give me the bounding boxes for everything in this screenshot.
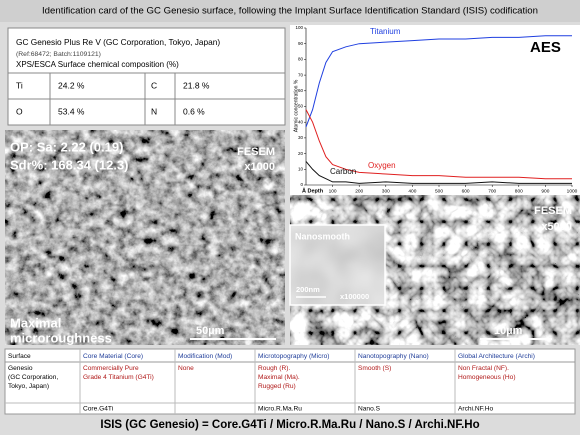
- magnification: x1000: [244, 161, 275, 173]
- y-tick-label: 70: [298, 72, 304, 77]
- inset-scale: 200nm: [296, 285, 320, 294]
- y-tick-label: 40: [298, 119, 304, 124]
- element: Ti: [16, 80, 23, 90]
- inset-frame: [289, 224, 386, 306]
- roughness-label: microroughness: [10, 330, 112, 345]
- y-tick-label: 20: [298, 151, 304, 156]
- reference: (Ref:68472; Batch:1109121): [16, 51, 101, 58]
- magnification: x5000: [541, 221, 572, 233]
- x-tick-label: 300: [382, 188, 390, 194]
- sem-low-panel: OP: Sa: 2.22 (0.19) Sdr%: 168.34 (12.3) …: [5, 130, 285, 345]
- sem-image: [5, 130, 285, 345]
- x-tick-label: 700: [488, 188, 496, 194]
- code-cell: Archi.NF.Ho: [458, 405, 494, 412]
- aes-title: AES: [530, 39, 561, 56]
- composition-value: 0.6 %: [183, 106, 205, 116]
- series-line: [305, 161, 572, 184]
- method: XPS/ESCA Surface chemical composition (%…: [16, 60, 179, 69]
- x-tick-label: 800: [515, 188, 523, 194]
- isis-formula: ISIS (GC Genesio) = Core.G4Ti / Micro.R.…: [100, 419, 479, 431]
- sa-value: OP: Sa: 2.22 (0.19): [10, 139, 123, 154]
- roughness-label: Maximal: [10, 315, 61, 330]
- product: GC Genesio Plus Re V (GC Corporation, To…: [16, 37, 220, 47]
- method: FESEM: [534, 205, 572, 217]
- cell-text: Smooth (S): [358, 365, 391, 372]
- code-cell: Core.G4Ti: [83, 405, 114, 412]
- x-tick-label: 600: [462, 188, 470, 194]
- column-header: Modification (Mod): [178, 353, 232, 360]
- method: FESEM: [237, 146, 275, 158]
- y-tick-label: 60: [298, 88, 304, 93]
- sem-high-panel: FESEM x5000 Nanosmooth 200nm x100000 10µ…: [289, 195, 580, 345]
- composition-cells: Ti 24.2 % C 21.8 % O 53.4 % N 0.6 %: [16, 80, 210, 116]
- y-tick-label: 90: [298, 41, 304, 46]
- header-title: Identification card of the GC Genesio su…: [42, 6, 538, 17]
- x-tick-label: 200: [355, 188, 363, 194]
- inset-magnification: x100000: [340, 292, 369, 301]
- series-line: [305, 109, 572, 180]
- cell-text: (GC Corporation,: [8, 374, 58, 381]
- column-header: Global Architecture (Archi): [458, 353, 535, 360]
- element: O: [16, 106, 23, 116]
- x-tick-label: 500: [435, 188, 443, 194]
- x-axis-label: Å Depth: [302, 187, 324, 194]
- sdr-value: Sdr%: 168.34 (12.3): [10, 157, 129, 172]
- composition-value: 24.2 %: [58, 80, 85, 90]
- cell-text: Maximal (Ma).: [258, 374, 300, 381]
- composition-value: 21.8 %: [183, 80, 210, 90]
- composition-frame: [7, 27, 286, 126]
- series-label: Carbon: [330, 167, 356, 176]
- composition-value: 53.4 %: [58, 106, 85, 116]
- y-tick-label: 80: [298, 57, 304, 62]
- aes-chart: AES Atomic concentration % Å Depth 0 10 20…: [290, 25, 580, 195]
- x-tick-label: 100: [329, 188, 337, 194]
- x-tick-label: 400: [408, 188, 416, 194]
- y-axis-label: Atomic concentration %: [293, 79, 299, 132]
- composition-box: GC Genesio Plus Re V (GC Corporation, To…: [7, 27, 286, 126]
- column-header: Surface: [8, 353, 31, 360]
- y-tick-label: 30: [298, 135, 304, 140]
- cell-text: Rugged (Ru): [258, 383, 296, 390]
- series-line: [305, 35, 572, 128]
- cell-text: Grade 4 Titanium (G4Ti): [83, 374, 154, 381]
- cell-text: Rough (R).: [258, 365, 290, 372]
- cell-text: Genesio: [8, 365, 33, 372]
- code-cell: Nano.S: [358, 405, 381, 412]
- cell-text: Commercially Pure: [83, 365, 139, 372]
- inset-image: [290, 225, 385, 305]
- header-band: [0, 0, 580, 22]
- element: C: [151, 80, 157, 90]
- y-tick-label: 0: [300, 182, 303, 187]
- y-tick-label: 100: [295, 25, 303, 30]
- scale-label: 50µm: [196, 325, 225, 337]
- x-tick-label: 1000: [567, 188, 578, 194]
- isis-table: Surface Core Material (Core) Modification …: [4, 348, 576, 415]
- y-tick-label: 50: [298, 104, 304, 109]
- cell-text: None: [178, 365, 194, 372]
- inset-label: Nanosmooth: [295, 231, 350, 241]
- column-header: Microtopography (Micro): [258, 353, 329, 360]
- scale-label: 10µm: [494, 325, 523, 337]
- cell-text: Non Fractal (NF).: [458, 365, 509, 372]
- code-cell: Micro.R.Ma.Ru: [258, 405, 302, 412]
- column-header: Nanotopography (Nano): [358, 353, 429, 360]
- cell-text: Tokyo, Japan): [8, 383, 49, 390]
- element: N: [151, 106, 157, 116]
- y-tick-label: 10: [298, 166, 304, 171]
- cell-text: Homogeneous (Ho): [458, 374, 516, 381]
- x-tick-label: 900: [541, 188, 549, 194]
- series-label: Oxygen: [368, 161, 396, 170]
- column-header: Core Material (Core): [83, 353, 143, 360]
- series-label: Titanium: [370, 27, 401, 36]
